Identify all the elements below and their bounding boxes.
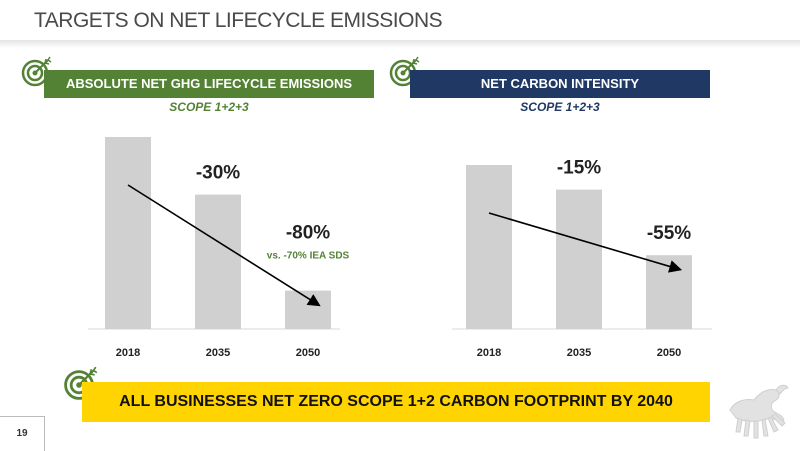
x-tick-label: 2035 <box>567 347 591 359</box>
bar-value-label: -15% <box>557 158 601 179</box>
panel-header-absolute-emissions: ABSOLUTE NET GHG LIFECYCLE EMISSIONS <box>44 70 374 98</box>
annotation-iea-sds: vs. -70% IEA SDS <box>267 251 350 262</box>
six-legged-dog-logo <box>729 384 789 439</box>
page-title: TARGETS ON NET LIFECYCLE EMISSIONS <box>34 9 443 32</box>
x-tick-label: 2018 <box>477 347 501 359</box>
x-tick-label: 2035 <box>206 347 230 359</box>
scope-label-left: SCOPE 1+2+3 <box>169 100 249 114</box>
target-icon <box>21 56 52 87</box>
footer-banner: ALL BUSINESSES NET ZERO SCOPE 1+2 CARBON… <box>82 382 710 422</box>
title-divider <box>0 40 800 48</box>
bar-2050 <box>285 290 331 329</box>
scope-label-right: SCOPE 1+2+3 <box>520 100 600 114</box>
trend-arrow <box>488 212 683 273</box>
page-number: 19 <box>16 428 28 439</box>
bar-2018 <box>105 137 151 329</box>
bar-value-label: -55% <box>647 223 691 244</box>
bar-2035 <box>556 189 602 329</box>
trend-arrow <box>127 184 321 307</box>
bar-value-label: -80% <box>286 223 330 244</box>
page-number-box <box>0 416 45 451</box>
target-icon <box>389 56 420 87</box>
x-tick-label: 2018 <box>116 347 140 359</box>
bar-2018 <box>466 165 512 329</box>
x-tick-label: 2050 <box>657 347 681 359</box>
x-tick-label: 2050 <box>296 347 320 359</box>
panel-header-carbon-intensity: NET CARBON INTENSITY <box>410 70 710 98</box>
bar-value-label: -30% <box>196 163 240 184</box>
bar-2035 <box>195 194 241 329</box>
